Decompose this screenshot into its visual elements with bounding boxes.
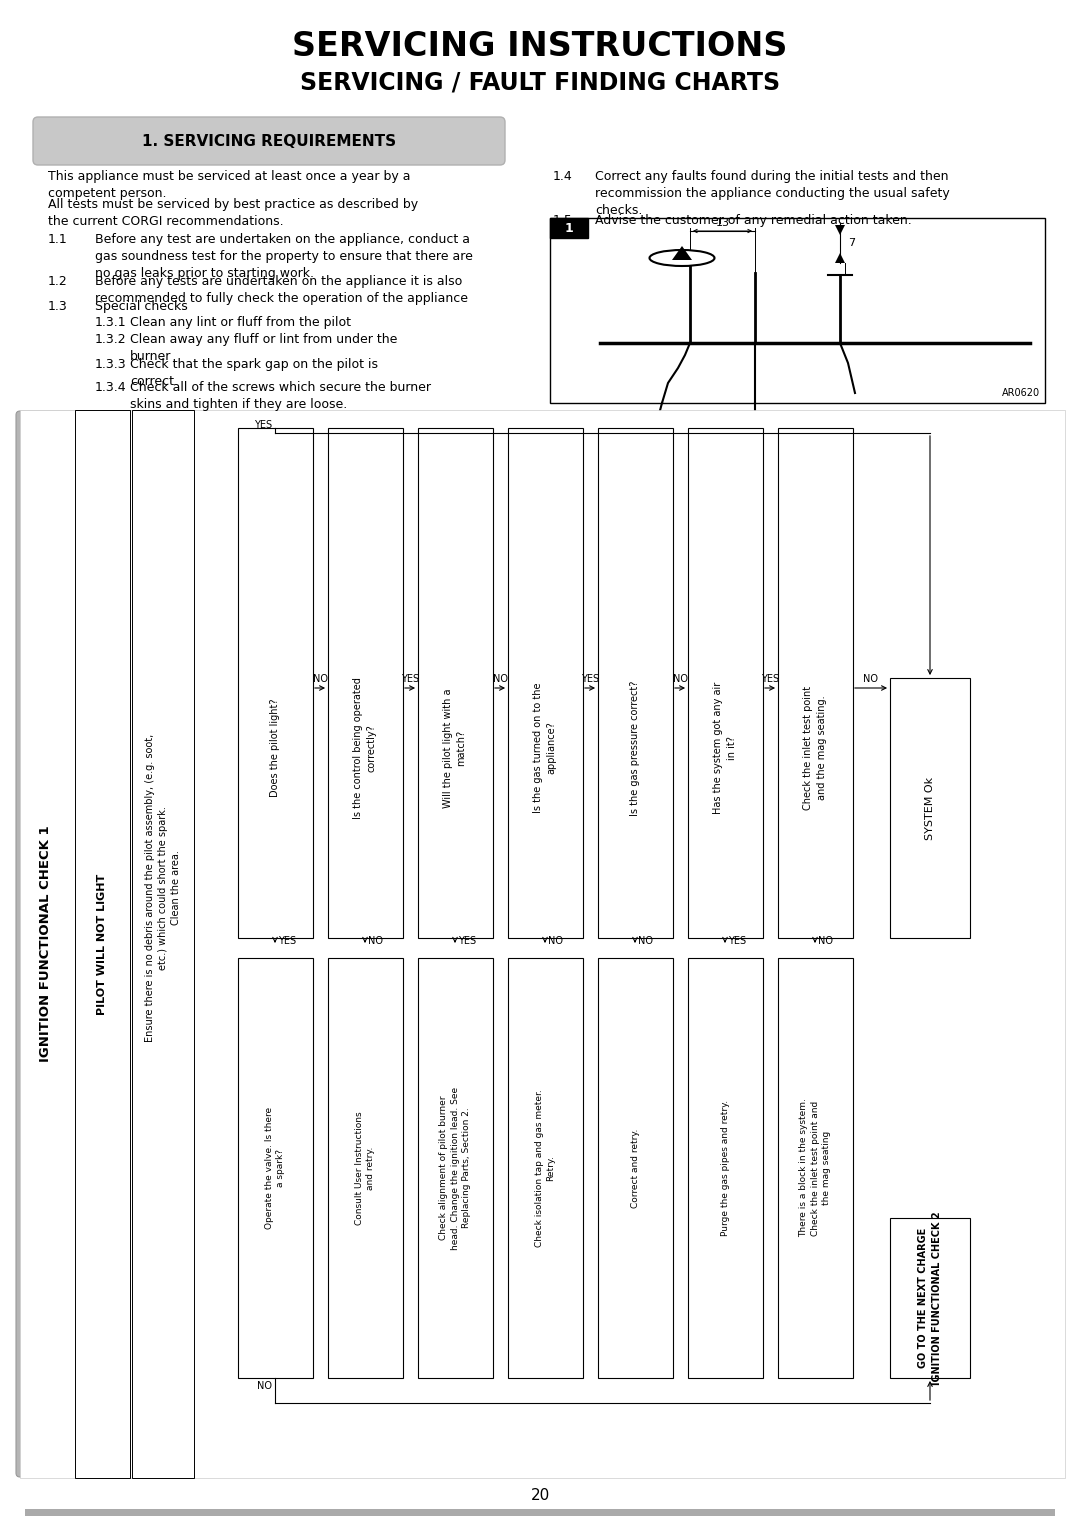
- Text: 1. SERVICING REQUIREMENTS: 1. SERVICING REQUIREMENTS: [141, 133, 396, 148]
- Text: Correct any faults found during the initial tests and then
recommission the appl: Correct any faults found during the init…: [595, 170, 949, 217]
- Text: All tests must be serviced by best practice as described by
the current CORGI re: All tests must be serviced by best pract…: [48, 199, 418, 228]
- Text: YES: YES: [278, 937, 296, 946]
- Text: Correct and retry.: Correct and retry.: [631, 1128, 639, 1207]
- Bar: [550, 219, 1045, 403]
- Text: 1.3.2: 1.3.2: [95, 333, 126, 345]
- Text: Ensure there is no debris around the pilot assembly, (e.g. soot,
etc.) which cou: Ensure there is no debris around the pil…: [145, 733, 181, 1042]
- Text: SERVICING INSTRUCTIONS: SERVICING INSTRUCTIONS: [293, 31, 787, 63]
- Text: 1.3.3: 1.3.3: [95, 358, 126, 371]
- Text: NO: NO: [864, 674, 878, 685]
- Text: YES: YES: [458, 937, 476, 946]
- Bar: [418, 958, 492, 1378]
- Ellipse shape: [649, 251, 715, 266]
- Text: SERVICING / FAULT FINDING CHARTS: SERVICING / FAULT FINDING CHARTS: [300, 70, 780, 95]
- Bar: [418, 428, 492, 938]
- Bar: [508, 958, 583, 1378]
- Bar: [890, 1218, 970, 1378]
- Bar: [238, 428, 313, 938]
- Bar: [598, 428, 673, 938]
- Bar: [778, 428, 853, 938]
- Text: 1.5: 1.5: [553, 214, 572, 228]
- Text: This appliance must be serviced at least once a year by a
competent person.: This appliance must be serviced at least…: [48, 170, 410, 200]
- Polygon shape: [835, 225, 845, 235]
- Text: Before any tests are undertaken on the appliance it is also
recommended to fully: Before any tests are undertaken on the a…: [95, 275, 468, 306]
- Text: YES: YES: [728, 937, 746, 946]
- Bar: [778, 958, 853, 1378]
- Text: Special checks: Special checks: [95, 299, 188, 313]
- Text: Has the system got any air
in it?: Has the system got any air in it?: [714, 681, 737, 814]
- Bar: [75, 410, 130, 1478]
- Text: Consult User Instructions
and retry.: Consult User Instructions and retry.: [354, 1111, 376, 1225]
- Bar: [132, 410, 194, 1478]
- Bar: [25, 1510, 1055, 1516]
- Text: Is the control being operated
correctly?: Is the control being operated correctly?: [353, 677, 377, 819]
- Text: Check the inlet test point
and the mag seating.: Check the inlet test point and the mag s…: [804, 686, 826, 810]
- Text: PILOT WILL NOT LIGHT: PILOT WILL NOT LIGHT: [97, 874, 107, 1015]
- Text: Check isolation tap and gas meter.
Retry.: Check isolation tap and gas meter. Retry…: [535, 1089, 555, 1247]
- Text: NO: NO: [492, 674, 508, 685]
- Text: Clean any lint or fluff from the pilot: Clean any lint or fluff from the pilot: [130, 316, 351, 329]
- Text: NO: NO: [818, 937, 833, 946]
- Text: Operate the valve. Is there
a spark?: Operate the valve. Is there a spark?: [265, 1106, 285, 1229]
- FancyBboxPatch shape: [33, 118, 505, 165]
- Text: NO: NO: [673, 674, 688, 685]
- Text: Purge the gas pipes and retry.: Purge the gas pipes and retry.: [720, 1100, 729, 1236]
- Text: IGNITION FUNCTIONAL CHECK 1: IGNITION FUNCTIONAL CHECK 1: [40, 825, 53, 1062]
- Text: YES: YES: [761, 674, 779, 685]
- Text: NO: NO: [638, 937, 653, 946]
- Text: Check alignment of pilot burner
head. Change the ignition lead. See
Replacing Pa: Check alignment of pilot burner head. Ch…: [438, 1086, 471, 1250]
- Text: NO: NO: [312, 674, 327, 685]
- Text: Check that the spark gap on the pilot is
correct: Check that the spark gap on the pilot is…: [130, 358, 378, 388]
- Text: Will the pilot light with a
match?: Will the pilot light with a match?: [444, 688, 467, 808]
- Text: Before any test are undertaken on the appliance, conduct a
gas soundness test fo: Before any test are undertaken on the ap…: [95, 232, 473, 280]
- Text: YES: YES: [581, 674, 599, 685]
- Text: Check all of the screws which secure the burner
skins and tighten if they are lo: Check all of the screws which secure the…: [130, 380, 431, 411]
- Text: 1.3.1: 1.3.1: [95, 316, 126, 329]
- Text: AR0620: AR0620: [1002, 388, 1040, 397]
- Text: 1.1: 1.1: [48, 232, 68, 246]
- Text: 1.3.4: 1.3.4: [95, 380, 126, 394]
- Bar: [328, 958, 403, 1378]
- Text: Clean away any fluff or lint from under the
burner: Clean away any fluff or lint from under …: [130, 333, 397, 364]
- FancyBboxPatch shape: [16, 411, 76, 1478]
- Text: YES: YES: [254, 420, 272, 429]
- Text: Is the gas pressure correct?: Is the gas pressure correct?: [630, 680, 640, 816]
- Text: Advise the customer of any remedial action taken.: Advise the customer of any remedial acti…: [595, 214, 912, 228]
- Text: SYSTEM Ok: SYSTEM Ok: [924, 776, 935, 839]
- Bar: [598, 958, 673, 1378]
- Text: There is a block in the system.
Check the inlet test point and
the mag seating: There is a block in the system. Check th…: [799, 1099, 832, 1238]
- Text: 1.4: 1.4: [553, 170, 572, 183]
- Text: 20: 20: [530, 1488, 550, 1504]
- Text: 1.3: 1.3: [48, 299, 68, 313]
- Text: 1: 1: [565, 222, 573, 234]
- Text: 7: 7: [848, 238, 855, 248]
- Text: NO: NO: [257, 1381, 272, 1390]
- Bar: [21, 410, 1065, 1478]
- Bar: [688, 958, 762, 1378]
- Bar: [550, 219, 588, 238]
- Text: YES: YES: [401, 674, 419, 685]
- Bar: [238, 958, 313, 1378]
- Polygon shape: [672, 246, 692, 260]
- Bar: [688, 428, 762, 938]
- Text: Does the pilot light?: Does the pilot light?: [270, 698, 280, 798]
- Text: GO TO THE NEXT CHARGE
IGNITION FUNCTIONAL CHECK 2: GO TO THE NEXT CHARGE IGNITION FUNCTIONA…: [918, 1212, 942, 1384]
- Bar: [328, 428, 403, 938]
- Text: 1.2: 1.2: [48, 275, 68, 287]
- Text: NO: NO: [368, 937, 383, 946]
- Bar: [508, 428, 583, 938]
- Text: 13: 13: [715, 219, 729, 228]
- Bar: [890, 678, 970, 938]
- Text: NO: NO: [548, 937, 563, 946]
- Polygon shape: [835, 254, 845, 263]
- Text: Is the gas turned on to the
appliance?: Is the gas turned on to the appliance?: [534, 683, 556, 813]
